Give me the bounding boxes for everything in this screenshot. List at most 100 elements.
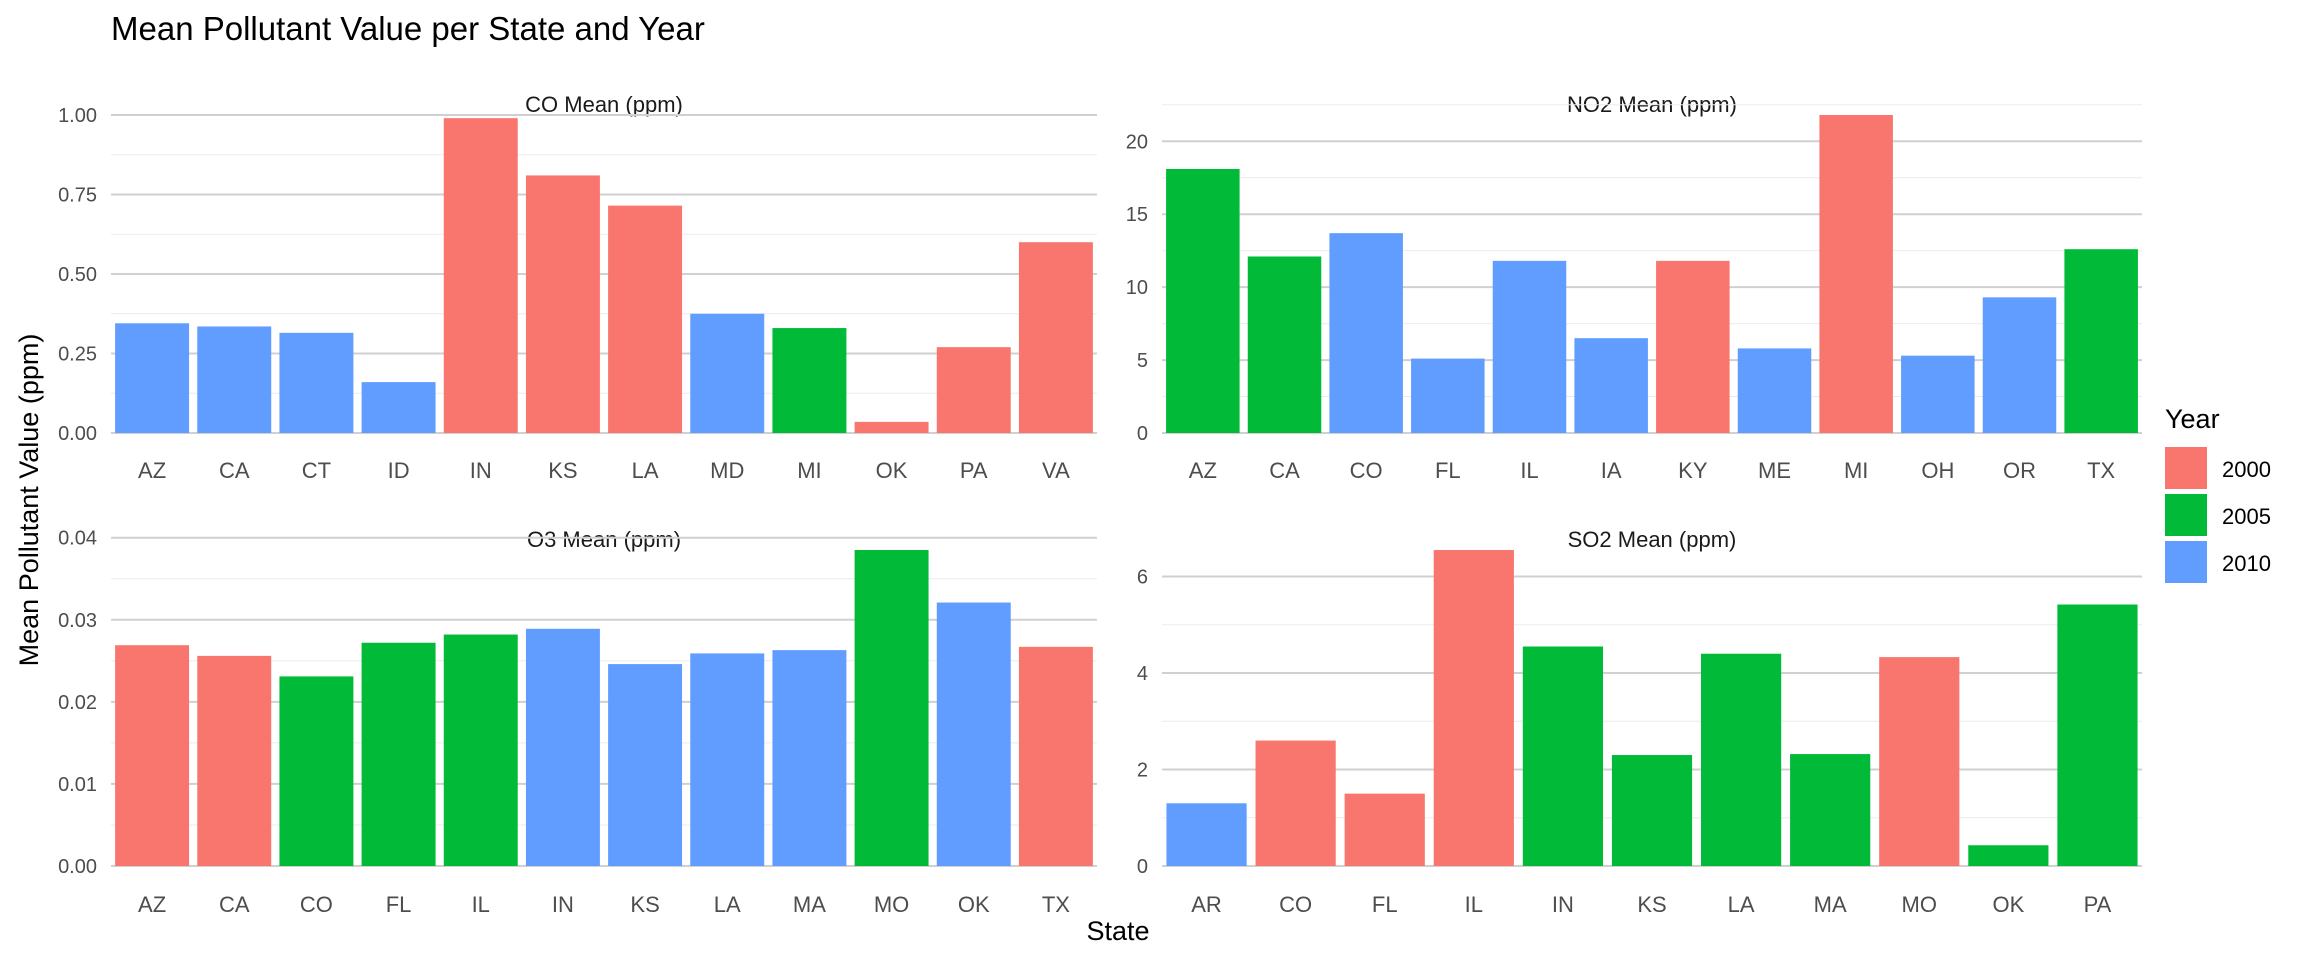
- bar-LA: [690, 653, 765, 866]
- bar-IA: [1574, 338, 1648, 433]
- bar-OK: [936, 602, 1011, 866]
- bar-KY: [1656, 260, 1730, 433]
- y-tick-label: 10: [1126, 277, 1148, 299]
- bar-MO: [854, 550, 929, 866]
- y-tick-label: 20: [1126, 131, 1148, 153]
- x-tick-label: MI: [1844, 458, 1868, 483]
- bar-CA: [197, 655, 272, 866]
- facet-panel-2: O3 Mean (ppm) 0.00 0.01 0.02 0.03 0.04 AZ CA CO F…: [58, 527, 1097, 917]
- x-tick-label: AZ: [138, 458, 166, 483]
- x-tick-label: KS: [548, 458, 577, 483]
- bar-LA: [1701, 653, 1782, 866]
- bar-IL: [1433, 550, 1514, 866]
- bar-MO: [1879, 657, 1960, 866]
- x-tick-label: MO: [874, 892, 909, 917]
- x-tick-label: CO: [300, 892, 333, 917]
- legend-label-2010: 2010: [2222, 551, 2271, 576]
- facet-title: CO Mean (ppm): [525, 92, 683, 117]
- facet-panel-0: CO Mean (ppm) 0.00 0.25 0.50 0.75 1.00 AZ CA CT I…: [58, 92, 1097, 483]
- bar-IN: [443, 118, 518, 434]
- bar-TX: [2064, 249, 2138, 433]
- x-axis-label: State: [1086, 916, 1149, 946]
- x-tick-label: IN: [1552, 892, 1574, 917]
- x-tick-label: TX: [2087, 458, 2115, 483]
- bar-AZ: [115, 323, 190, 433]
- bar-KS: [1611, 755, 1693, 866]
- y-tick-label: 0.25: [58, 344, 97, 366]
- bar-OK: [854, 421, 929, 433]
- facet-panel-3: SO2 Mean (ppm) 0 2 4 6 AR CO FL IL IN KS LA MA MO OK PA: [1137, 527, 2142, 917]
- bar-PA: [936, 347, 1011, 433]
- x-tick-label: TX: [1042, 892, 1070, 917]
- y-tick-label: 2: [1137, 760, 1148, 782]
- x-tick-label: VA: [1042, 458, 1070, 483]
- bar-IL: [443, 634, 518, 866]
- x-tick-label: OH: [1921, 458, 1954, 483]
- bar-MA: [1790, 754, 1871, 866]
- bar-FL: [1411, 358, 1485, 433]
- bar-FL: [1344, 793, 1425, 866]
- y-tick-label: 1.00: [58, 105, 97, 127]
- x-tick-label: OK: [958, 892, 990, 917]
- x-tick-label: AR: [1191, 892, 1222, 917]
- y-tick-label: 0: [1137, 856, 1148, 878]
- x-tick-label: ID: [388, 458, 410, 483]
- x-tick-label: MO: [1902, 892, 1937, 917]
- x-tick-label: AZ: [138, 892, 166, 917]
- x-tick-label: OK: [1992, 892, 2024, 917]
- bar-MI: [1819, 115, 1893, 433]
- bar-MA: [772, 650, 847, 866]
- x-tick-label: IL: [1465, 892, 1483, 917]
- y-tick-label: 0.50: [58, 264, 97, 286]
- bar-AZ: [115, 645, 190, 866]
- y-tick-label: 0.00: [58, 423, 97, 445]
- bar-AZ: [1166, 168, 1240, 433]
- x-tick-label: ME: [1758, 458, 1791, 483]
- x-tick-label: IN: [470, 458, 492, 483]
- bar-MD: [690, 313, 765, 433]
- bar-IL: [1492, 260, 1567, 433]
- bar-ID: [361, 382, 436, 433]
- facet-panels: CO Mean (ppm) 0.00 0.25 0.50 0.75 1.00 AZ CA CT I…: [58, 92, 2142, 917]
- bar-OH: [1901, 355, 1975, 433]
- legend-label-2005: 2005: [2222, 504, 2271, 529]
- x-tick-label: LA: [1728, 892, 1755, 917]
- x-tick-label: KS: [630, 892, 659, 917]
- bar-OK: [1968, 845, 2049, 866]
- x-tick-label: KY: [1678, 458, 1708, 483]
- legend: Year 2000 2005 2010: [2165, 404, 2271, 583]
- x-tick-label: CT: [302, 458, 331, 483]
- x-tick-label: AZ: [1189, 458, 1217, 483]
- x-tick-label: CA: [219, 458, 250, 483]
- bar-KS: [525, 175, 600, 434]
- x-tick-label: MA: [793, 892, 826, 917]
- x-tick-label: MI: [797, 458, 821, 483]
- x-tick-label: CO: [1279, 892, 1312, 917]
- x-tick-label: CA: [1269, 458, 1300, 483]
- legend-label-2000: 2000: [2222, 457, 2271, 482]
- bar-AR: [1166, 803, 1247, 866]
- bar-IN: [1522, 646, 1603, 866]
- x-tick-label: LA: [714, 892, 741, 917]
- y-tick-label: 0.04: [58, 528, 97, 550]
- bar-VA: [1018, 242, 1093, 433]
- bar-MI: [772, 328, 847, 433]
- bar-CT: [279, 332, 354, 433]
- legend-key-2010: [2165, 541, 2207, 583]
- x-tick-label: FL: [1435, 458, 1461, 483]
- facet-title: SO2 Mean (ppm): [1568, 527, 1737, 552]
- legend-key-2000: [2165, 447, 2207, 489]
- bar-KS: [608, 664, 683, 866]
- x-tick-label: IL: [472, 892, 490, 917]
- x-tick-label: MD: [710, 458, 744, 483]
- x-tick-label: OR: [2003, 458, 2036, 483]
- y-tick-label: 0: [1137, 423, 1148, 445]
- x-tick-label: LA: [632, 458, 659, 483]
- y-tick-label: 0.02: [58, 692, 97, 714]
- bar-CO: [1329, 233, 1403, 433]
- bar-LA: [608, 205, 683, 433]
- legend-title: Year: [2165, 404, 2220, 434]
- y-tick-label: 6: [1137, 567, 1148, 589]
